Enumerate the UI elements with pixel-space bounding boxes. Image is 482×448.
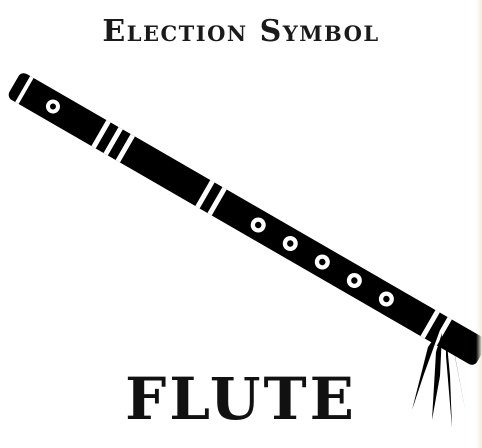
poster-caption: FLUTE (125, 365, 357, 433)
tassel (412, 330, 466, 428)
edge-shade (476, 0, 482, 448)
poster-heading: Election Symbol (102, 14, 380, 49)
